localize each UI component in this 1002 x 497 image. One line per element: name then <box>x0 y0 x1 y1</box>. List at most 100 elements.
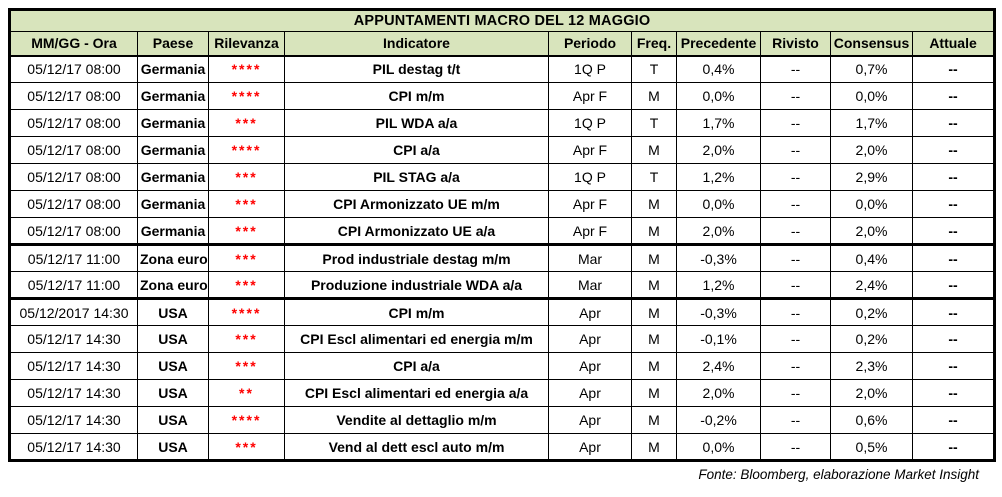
cell-rivisto: -- <box>760 298 831 326</box>
cell-periodo: 1Q P <box>548 55 632 83</box>
cell-precedente: -0,1% <box>676 325 761 353</box>
cell-attuale: -- <box>911 352 996 380</box>
cell-freq: M <box>631 136 677 164</box>
cell-rivisto: -- <box>760 190 831 218</box>
column-header-attuale: Attuale <box>911 31 996 57</box>
cell-ora: 05/12/17 14:30 <box>9 325 138 353</box>
cell-attuale: -- <box>911 406 996 434</box>
cell-consensus: 2,0% <box>830 379 913 407</box>
cell-consensus: 1,7% <box>830 109 913 137</box>
cell-consensus: 0,2% <box>830 325 913 353</box>
cell-paese: USA <box>137 298 209 326</box>
cell-rilevanza: *** <box>208 109 285 137</box>
cell-paese: Germania <box>137 82 209 110</box>
cell-periodo: Apr F <box>548 217 632 246</box>
cell-precedente: 1,7% <box>676 109 761 137</box>
cell-ora: 05/12/17 08:00 <box>9 190 138 218</box>
cell-rilevanza: **** <box>208 298 285 326</box>
column-header-indicatore: Indicatore <box>284 31 549 57</box>
cell-consensus: 0,5% <box>830 433 913 461</box>
cell-rivisto: -- <box>760 82 831 110</box>
cell-attuale: -- <box>911 298 996 326</box>
cell-ora: 05/12/17 08:00 <box>9 82 138 110</box>
cell-precedente: 2,4% <box>676 352 761 380</box>
cell-rilevanza: *** <box>208 352 285 380</box>
cell-ora: 05/12/17 08:00 <box>9 109 138 137</box>
cell-ora: 05/12/17 08:00 <box>9 163 138 191</box>
cell-rivisto: -- <box>760 109 831 137</box>
cell-paese: Zona euro <box>137 244 209 272</box>
cell-indicatore: PIL STAG a/a <box>284 163 549 191</box>
cell-rilevanza: *** <box>208 433 285 461</box>
cell-freq: M <box>631 325 677 353</box>
cell-ora: 05/12/17 11:00 <box>9 244 138 272</box>
cell-freq: M <box>631 82 677 110</box>
cell-freq: T <box>631 109 677 137</box>
cell-rivisto: -- <box>760 136 831 164</box>
cell-precedente: 0,4% <box>676 55 761 83</box>
cell-rivisto: -- <box>760 433 831 461</box>
cell-attuale: -- <box>911 271 996 300</box>
cell-freq: M <box>631 406 677 434</box>
table-row: 05/12/17 08:00 Germania *** PIL STAG a/a 1Q … <box>9 163 996 191</box>
cell-precedente: 2,0% <box>676 379 761 407</box>
cell-paese: Zona euro <box>137 271 209 300</box>
cell-freq: M <box>631 433 677 461</box>
cell-indicatore: PIL destag t/t <box>284 55 549 83</box>
cell-attuale: -- <box>911 82 996 110</box>
cell-periodo: Apr F <box>548 190 632 218</box>
column-header-precedente: Precedente <box>676 31 761 57</box>
cell-periodo: Mar <box>548 244 632 272</box>
title-row: APPUNTAMENTI MACRO DEL 12 MAGGIO <box>8 9 996 32</box>
cell-paese: USA <box>137 352 209 380</box>
macro-table-body: 05/12/17 08:00 Germania **** PIL destag t/t… <box>9 55 996 461</box>
cell-attuale: -- <box>911 55 996 83</box>
cell-ora: 05/12/17 14:30 <box>9 433 138 461</box>
cell-freq: M <box>631 298 677 326</box>
table-row: 05/12/17 08:00 Germania *** PIL WDA a/a 1Q P… <box>9 109 996 137</box>
cell-rivisto: -- <box>760 217 831 246</box>
cell-freq: T <box>631 163 677 191</box>
cell-consensus: 2,4% <box>830 271 913 300</box>
cell-precedente: 0,0% <box>676 433 761 461</box>
cell-consensus: 2,3% <box>830 352 913 380</box>
column-header-freq: Freq. <box>631 31 677 57</box>
cell-indicatore: CPI Escl alimentari ed energia m/m <box>284 325 549 353</box>
cell-attuale: -- <box>911 109 996 137</box>
cell-ora: 05/12/17 08:00 <box>9 136 138 164</box>
cell-indicatore: CPI m/m <box>284 82 549 110</box>
table-row: 05/12/17 14:30 USA **** Vendite al dettagli… <box>9 406 996 434</box>
table-row: 05/12/17 08:00 Germania *** CPI Armonizzato… <box>9 217 996 246</box>
cell-precedente: 1,2% <box>676 271 761 300</box>
cell-indicatore: CPI Escl alimentari ed energia a/a <box>284 379 549 407</box>
cell-rilevanza: *** <box>208 244 285 272</box>
cell-rilevanza: **** <box>208 82 285 110</box>
cell-paese: Germania <box>137 217 209 246</box>
table-row: 05/12/17 11:00 Zona euro *** Prod industria… <box>9 244 996 272</box>
cell-rilevanza: ** <box>208 379 285 407</box>
cell-precedente: -0,3% <box>676 298 761 326</box>
cell-rilevanza: *** <box>208 217 285 246</box>
cell-ora: 05/12/17 08:00 <box>9 217 138 246</box>
table-row: 05/12/2017 14:30 USA **** CPI m/m Apr M -0,3% -… <box>9 298 996 326</box>
cell-precedente: -0,2% <box>676 406 761 434</box>
cell-paese: Germania <box>137 109 209 137</box>
cell-consensus: 2,9% <box>830 163 913 191</box>
cell-periodo: 1Q P <box>548 109 632 137</box>
cell-rivisto: -- <box>760 379 831 407</box>
cell-consensus: 0,6% <box>830 406 913 434</box>
column-header-rilevanza: Rilevanza <box>208 31 285 57</box>
cell-paese: USA <box>137 325 209 353</box>
cell-precedente: -0,3% <box>676 244 761 272</box>
cell-periodo: Apr <box>548 433 632 461</box>
cell-consensus: 0,2% <box>830 298 913 326</box>
table-row: 05/12/17 08:00 Germania **** PIL destag t/t… <box>9 55 996 83</box>
cell-rivisto: -- <box>760 244 831 272</box>
column-header-ora: MM/GG - Ora <box>9 31 138 57</box>
cell-periodo: Apr <box>548 325 632 353</box>
cell-indicatore: CPI Armonizzato UE a/a <box>284 217 549 246</box>
cell-rilevanza: **** <box>208 406 285 434</box>
cell-consensus: 0,7% <box>830 55 913 83</box>
cell-periodo: Apr F <box>548 82 632 110</box>
cell-rilevanza: **** <box>208 136 285 164</box>
